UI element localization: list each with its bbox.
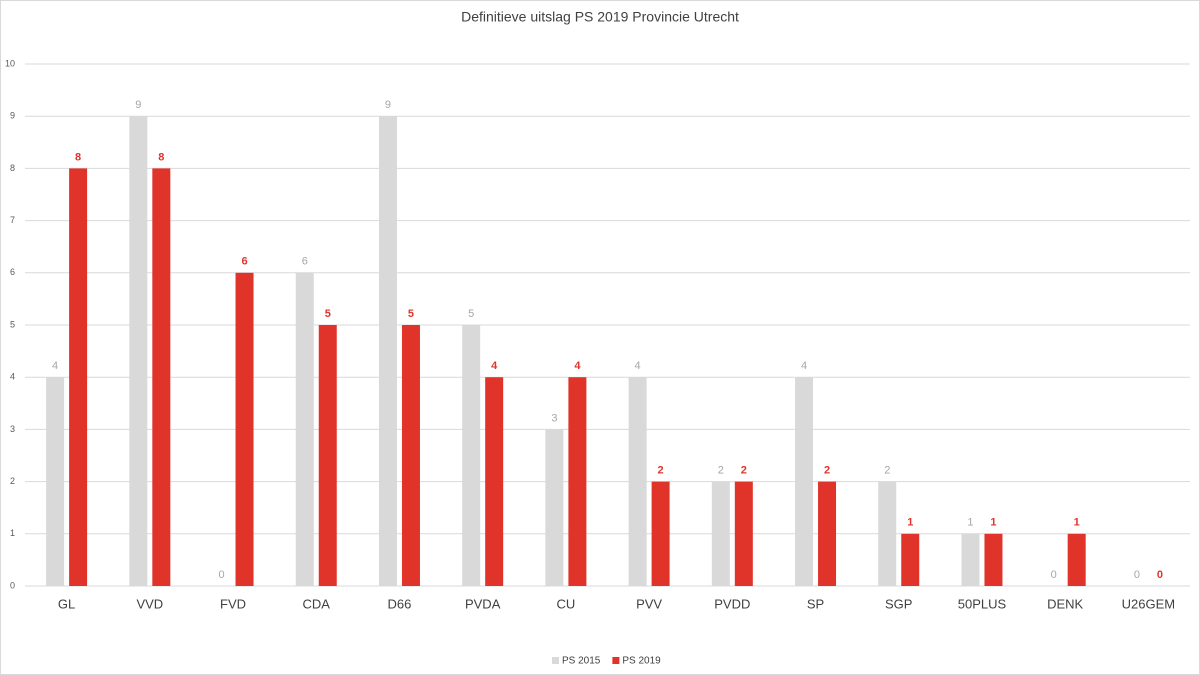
data-label: 5 — [408, 308, 414, 320]
bar — [378, 116, 397, 586]
bar — [711, 481, 730, 586]
data-label: 1 — [967, 517, 973, 529]
data-label: 4 — [574, 360, 581, 372]
x-tick-label: GL — [58, 596, 75, 611]
legend-label: PS 2019 — [622, 656, 661, 667]
bar — [69, 168, 88, 586]
y-tick-label: 4 — [10, 372, 15, 382]
data-label: 4 — [801, 360, 807, 372]
x-tick-label: D66 — [388, 596, 412, 611]
x-tick-label: PVDD — [714, 596, 750, 611]
y-tick-label: 1 — [10, 528, 15, 538]
bar — [129, 116, 148, 586]
bar — [235, 272, 254, 586]
x-tick-label: VVD — [136, 596, 163, 611]
data-label: 9 — [385, 99, 391, 111]
data-label: 5 — [468, 308, 474, 320]
data-label: 2 — [718, 465, 724, 477]
data-label: 4 — [491, 360, 498, 372]
data-label: 2 — [884, 465, 890, 477]
y-tick-label: 7 — [10, 215, 15, 225]
y-tick-label: 0 — [10, 580, 15, 590]
x-tick-label: CDA — [303, 596, 331, 611]
legend-label: PS 2015 — [562, 656, 601, 667]
data-label: 5 — [325, 308, 331, 320]
y-tick-label: 10 — [5, 58, 15, 68]
bar — [318, 325, 337, 586]
data-label: 8 — [158, 151, 164, 163]
x-tick-label: U26GEM — [1122, 596, 1175, 611]
data-label: 9 — [135, 99, 141, 111]
bar — [961, 533, 980, 586]
y-tick-label: 3 — [10, 424, 15, 434]
x-tick-label: SGP — [885, 596, 912, 611]
x-tick-label: PVV — [636, 596, 662, 611]
x-tick-label: DENK — [1047, 596, 1083, 611]
x-tick-label: PVDA — [465, 596, 501, 611]
bar — [46, 377, 65, 586]
data-label: 1 — [1074, 517, 1080, 529]
bar — [818, 481, 837, 586]
x-tick-label: CU — [557, 596, 576, 611]
bar — [1067, 533, 1086, 586]
bar — [295, 272, 314, 586]
bar — [568, 377, 587, 586]
data-label: 0 — [1134, 569, 1140, 581]
y-tick-label: 2 — [10, 476, 15, 486]
y-tick-label: 5 — [10, 319, 15, 329]
bar — [545, 429, 564, 586]
bar — [152, 168, 171, 586]
legend-swatch — [552, 657, 559, 664]
y-tick-label: 9 — [10, 111, 15, 121]
bar — [984, 533, 1003, 586]
data-label: 1 — [990, 517, 996, 529]
x-tick-label: 50PLUS — [958, 596, 1007, 611]
data-label: 2 — [824, 465, 830, 477]
data-label: 2 — [741, 465, 747, 477]
bar — [485, 377, 504, 586]
y-tick-label: 8 — [10, 163, 15, 173]
chart-title: Definitieve uitslag PS 2019 Provincie Ut… — [461, 9, 739, 25]
data-label: 2 — [658, 465, 664, 477]
bar — [628, 377, 647, 586]
data-label: 1 — [907, 517, 913, 529]
data-label: 6 — [241, 256, 247, 268]
data-label: 0 — [218, 569, 224, 581]
bar — [734, 481, 753, 586]
legend-swatch — [612, 657, 620, 664]
bar — [878, 481, 897, 586]
bar — [462, 325, 481, 586]
data-label: 3 — [551, 412, 557, 424]
data-label: 0 — [1157, 569, 1163, 581]
bar — [401, 325, 420, 586]
x-tick-label: FVD — [220, 596, 246, 611]
data-label: 4 — [52, 360, 58, 372]
bar — [795, 377, 814, 586]
data-label: 4 — [635, 360, 641, 372]
bar — [651, 481, 670, 586]
data-label: 8 — [75, 151, 81, 163]
bar — [901, 533, 920, 586]
x-tick-label: SP — [807, 596, 824, 611]
y-tick-label: 6 — [10, 267, 15, 277]
data-label: 0 — [1051, 569, 1057, 581]
data-label: 6 — [302, 256, 308, 268]
